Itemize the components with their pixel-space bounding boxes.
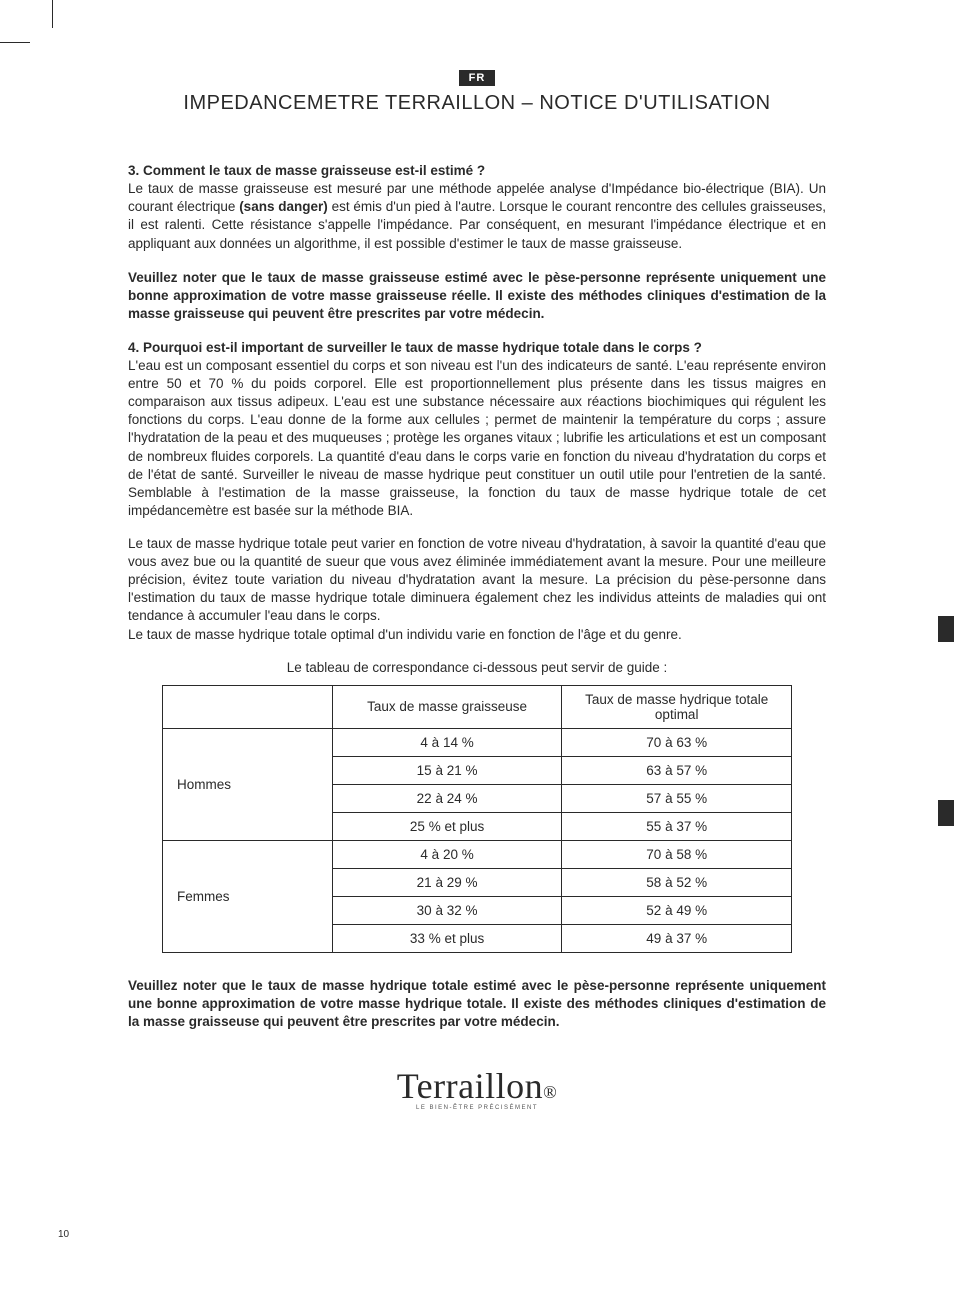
page-number: 10: [58, 1229, 69, 1240]
page-content: FR IMPEDANCEMETRE TERRAILLON – NOTICE D'…: [0, 0, 954, 1111]
section-4-paragraph-3: Le taux de masse hydrique totale optimal…: [128, 626, 826, 644]
section-3-note: Veuillez noter que le taux de masse grai…: [128, 269, 826, 324]
brand-tagline: LE BIEN-ÊTRE PRÉCISÉMENT: [128, 1105, 826, 1111]
crop-mark: [938, 800, 954, 826]
table-cell: 4 à 14 %: [332, 728, 562, 756]
table-cell: 21 à 29 %: [332, 868, 562, 896]
section-4-paragraph-1: L'eau est un composant essentiel du corp…: [128, 357, 826, 521]
table-cell: 63 à 57 %: [562, 756, 792, 784]
table-group-label: Hommes: [163, 728, 333, 840]
table-cell: 58 à 52 %: [562, 868, 792, 896]
correspondence-table: Taux de masse graisseuse Taux de masse h…: [162, 685, 792, 953]
table-group-label: Femmes: [163, 840, 333, 952]
crop-mark: [938, 616, 954, 642]
table-cell: 30 à 32 %: [332, 896, 562, 924]
crop-mark: [52, 0, 53, 28]
table-row: Femmes4 à 20 %70 à 58 %: [163, 840, 792, 868]
table-cell: 52 à 49 %: [562, 896, 792, 924]
section-3-heading: 3. Comment le taux de masse graisseuse e…: [128, 163, 826, 178]
table-cell: 15 à 21 %: [332, 756, 562, 784]
document-header: FR IMPEDANCEMETRE TERRAILLON – NOTICE D'…: [128, 68, 826, 115]
table-cell: 25 % et plus: [332, 812, 562, 840]
brand-logo: Terraillon® LE BIEN-ÊTRE PRÉCISÉMENT: [128, 1065, 826, 1111]
brand-name: Terraillon®: [128, 1065, 826, 1107]
table-cell: 57 à 55 %: [562, 784, 792, 812]
table-cell: 22 à 24 %: [332, 784, 562, 812]
language-badge: FR: [459, 70, 496, 86]
table-intro: Le tableau de correspondance ci-dessous …: [128, 660, 826, 675]
table-cell: 70 à 58 %: [562, 840, 792, 868]
crop-mark: [0, 42, 30, 43]
section-4-heading: 4. Pourquoi est-il important de surveill…: [128, 340, 826, 355]
table-header-fat: Taux de masse graisseuse: [332, 685, 562, 728]
table-cell: 4 à 20 %: [332, 840, 562, 868]
table-cell: 70 à 63 %: [562, 728, 792, 756]
table-body: Hommes4 à 14 %70 à 63 %15 à 21 %63 à 57 …: [163, 728, 792, 952]
table-row: Hommes4 à 14 %70 à 63 %: [163, 728, 792, 756]
table-header-blank: [163, 685, 333, 728]
final-note: Veuillez noter que le taux de masse hydr…: [128, 977, 826, 1032]
document-title: IMPEDANCEMETRE TERRAILLON – NOTICE D'UTI…: [128, 92, 826, 115]
table-cell: 33 % et plus: [332, 924, 562, 952]
table-header-row: Taux de masse graisseuse Taux de masse h…: [163, 685, 792, 728]
section-3-paragraph: Le taux de masse graisseuse est mesuré p…: [128, 180, 826, 253]
table-header-water: Taux de masse hydrique totale optimal: [562, 685, 792, 728]
section-4-paragraph-2: Le taux de masse hydrique totale peut va…: [128, 535, 826, 626]
table-cell: 55 à 37 %: [562, 812, 792, 840]
table-cell: 49 à 37 %: [562, 924, 792, 952]
